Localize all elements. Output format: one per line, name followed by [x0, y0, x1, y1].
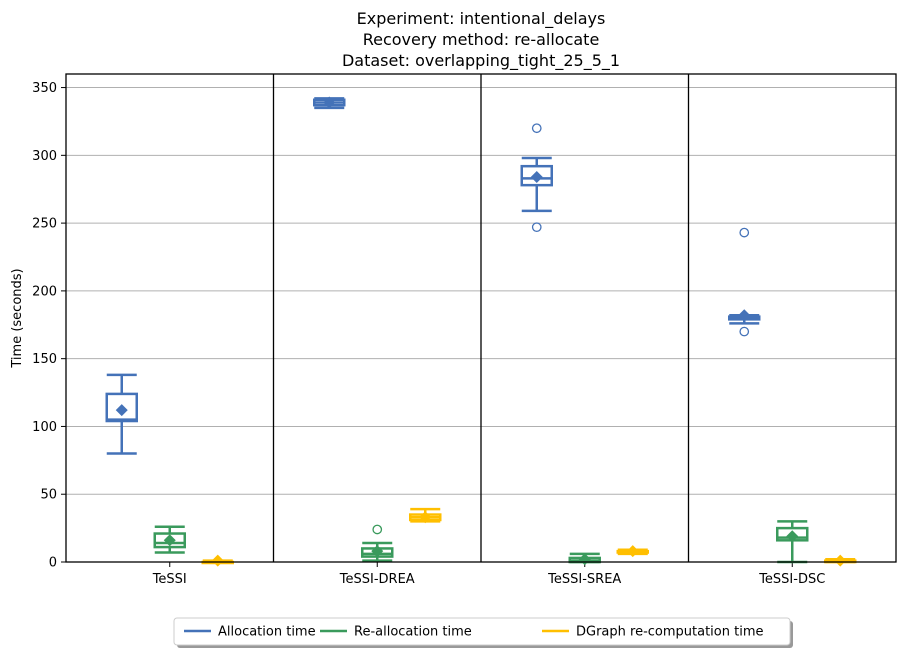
mean-marker [530, 171, 543, 184]
mean-marker [626, 545, 639, 558]
box-re-allocation-time-tessi [153, 525, 186, 554]
outlier-point [531, 222, 542, 233]
legend-box [173, 617, 791, 646]
legend-item: DGraph re-computation time [542, 625, 764, 640]
title-line-3: Dataset: overlapping_tight_25_5_1 [342, 51, 620, 71]
mean-marker [323, 96, 336, 109]
box-re-allocation-time-tessi-dsc [776, 520, 809, 564]
mean-marker [163, 534, 176, 547]
axis-ticks: 0 50 100 150 200 250 300 350 TeSSI TeSSI-DREA TeSS… [32, 81, 825, 587]
box-dgraph-re-computation-time-tessi-dsc [824, 554, 857, 567]
y-tick-label: 350 [32, 81, 57, 96]
mean-marker [211, 554, 224, 567]
mean-marker [786, 530, 799, 543]
legend-item: Re-allocation time [320, 625, 472, 640]
box-allocation-time-tessi-srea [520, 123, 553, 233]
box-dgraph-re-computation-time-tessi-drea [409, 507, 442, 524]
x-tick-label: TeSSI-DSC [758, 572, 825, 587]
legend-label: Allocation time [218, 625, 316, 640]
mean-marker [738, 309, 751, 322]
box-dgraph-re-computation-time-tessi [201, 554, 234, 567]
outlier-point [372, 524, 383, 535]
y-tick-label: 250 [32, 217, 57, 232]
outlier-point [739, 227, 750, 238]
x-tick-label: TeSSI-DREA [339, 572, 415, 587]
x-tick-label: TeSSI [152, 572, 187, 587]
legend: Allocation time Re-allocation time DGraph … [173, 617, 793, 648]
plot-border [65, 73, 897, 563]
mean-marker [834, 554, 847, 567]
plot-frame [65, 73, 897, 563]
legend-label: DGraph re-computation time [576, 625, 764, 640]
y-tick-label: 200 [32, 284, 57, 299]
legend-item: Allocation time [184, 625, 316, 640]
mean-marker [115, 404, 128, 417]
outlier-point [739, 326, 750, 337]
chart-title: Experiment: intentional_delays Recovery … [342, 9, 620, 71]
y-axis-label: Time (seconds) [10, 268, 25, 368]
y-tick-label: 50 [40, 488, 57, 503]
box-allocation-time-tessi [105, 373, 138, 455]
y-tick-label: 300 [32, 149, 57, 164]
title-line-1: Experiment: intentional_delays [357, 9, 606, 29]
box-re-allocation-time-tessi-drea [361, 524, 394, 562]
mean-marker [371, 545, 384, 558]
box-allocation-time-tessi-dsc [728, 227, 761, 337]
title-line-2: Recovery method: re-allocate [363, 30, 600, 49]
box-re-allocation-time-tessi-srea [568, 552, 601, 566]
box-dgraph-re-computation-time-tessi-srea [616, 545, 649, 558]
y-tick-label: 150 [32, 352, 57, 367]
box-allocation-time-tessi-drea [313, 96, 346, 110]
x-tick-label: TeSSI-SREA [547, 572, 621, 587]
y-tick-label: 0 [49, 556, 57, 571]
mean-marker [419, 511, 432, 524]
legend-label: Re-allocation time [354, 625, 472, 640]
y-tick-label: 100 [32, 420, 57, 435]
outlier-point [531, 123, 542, 134]
